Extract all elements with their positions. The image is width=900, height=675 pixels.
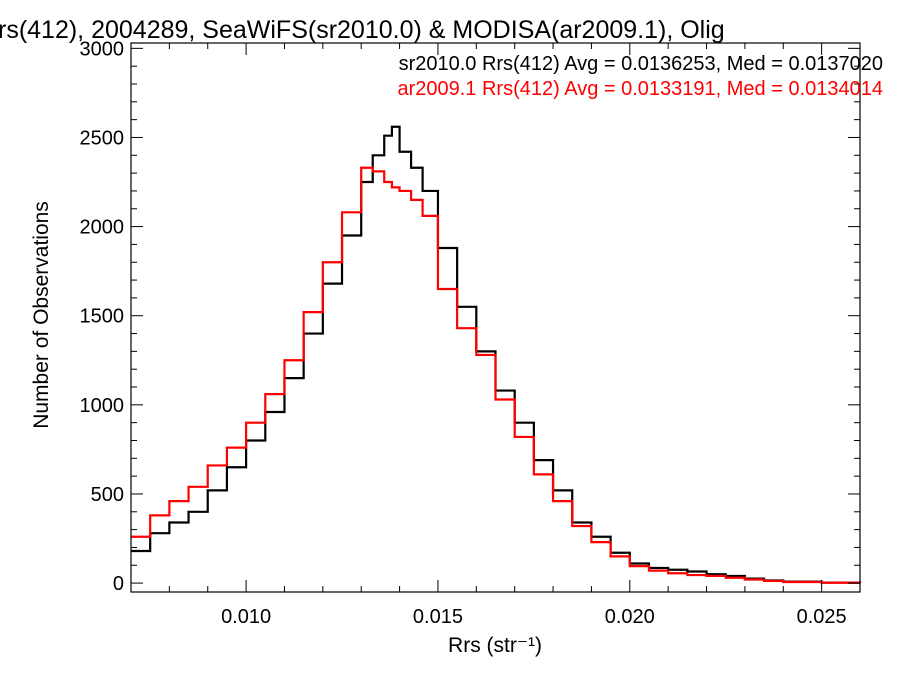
- y-tick-label: 1000: [80, 395, 125, 417]
- x-tick-label: 0.025: [797, 606, 847, 628]
- y-tick-label: 500: [91, 484, 124, 506]
- x-tick-label: 0.010: [221, 606, 271, 628]
- y-tick-label: 1500: [80, 306, 125, 328]
- y-tick-label: 3000: [80, 38, 125, 60]
- tick-label-layer: 0.010 0.015 0.020 0.025 0 500 1000 1500 2000 2500…: [80, 38, 847, 628]
- legend-entry-sr2010: sr2010.0 Rrs(412) Avg = 0.0136253, Med =…: [399, 53, 883, 75]
- legend-entry-ar2009: ar2009.1 Rrs(412) Avg = 0.0133191, Med =…: [397, 78, 883, 100]
- y-axis-label: Number of Observations: [30, 201, 53, 429]
- y-tick-label: 0: [113, 573, 124, 595]
- x-axis-label: Rrs (str⁻¹): [448, 634, 542, 657]
- series-line-sr2010: [131, 125, 862, 584]
- tick-layer: [130, 43, 861, 592]
- y-tick-label: 2000: [80, 217, 125, 239]
- chart-title: rs(412), 2004289, SeaWiFS(sr2010.0) & MO…: [0, 16, 725, 44]
- plot-frame: [130, 42, 861, 593]
- x-tick-label: 0.015: [413, 606, 463, 628]
- x-tick-label: 0.020: [605, 606, 655, 628]
- series-layer: [131, 125, 862, 584]
- series-line-ar2009: [131, 166, 862, 584]
- y-tick-label: 2500: [80, 127, 125, 149]
